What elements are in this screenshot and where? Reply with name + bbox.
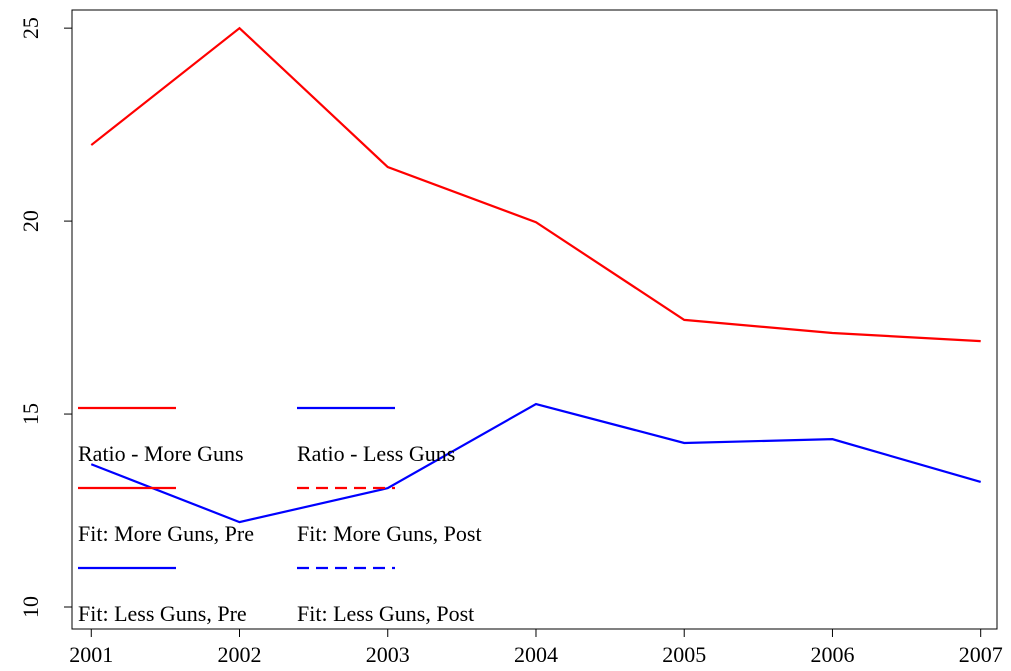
y-tick-label: 25 [18, 17, 43, 39]
x-tick-label: 2002 [218, 642, 262, 667]
series-line [90, 26, 981, 343]
x-tick-label: 2007 [959, 642, 1003, 667]
x-tick-label: 2001 [69, 642, 113, 667]
legend-label: Ratio - Less Guns [297, 441, 455, 466]
legend-label: Fit: More Guns, Post [297, 521, 482, 546]
y-tick-label: 20 [18, 210, 43, 232]
x-tick-label: 2004 [514, 642, 558, 667]
legend-label: Fit: Less Guns, Pre [78, 601, 247, 626]
x-tick-label: 2003 [366, 642, 410, 667]
plot-frame [71, 9, 998, 630]
x-tick-label: 2005 [662, 642, 706, 667]
y-tick-label: 15 [18, 403, 43, 425]
series-line [90, 402, 981, 524]
legend-label: Ratio - More Guns [78, 441, 244, 466]
legend-label: Fit: Less Guns, Post [297, 601, 474, 626]
y-tick-label: 10 [18, 596, 43, 618]
legend-label: Fit: More Guns, Pre [78, 521, 254, 546]
x-tick-label: 2006 [810, 642, 854, 667]
